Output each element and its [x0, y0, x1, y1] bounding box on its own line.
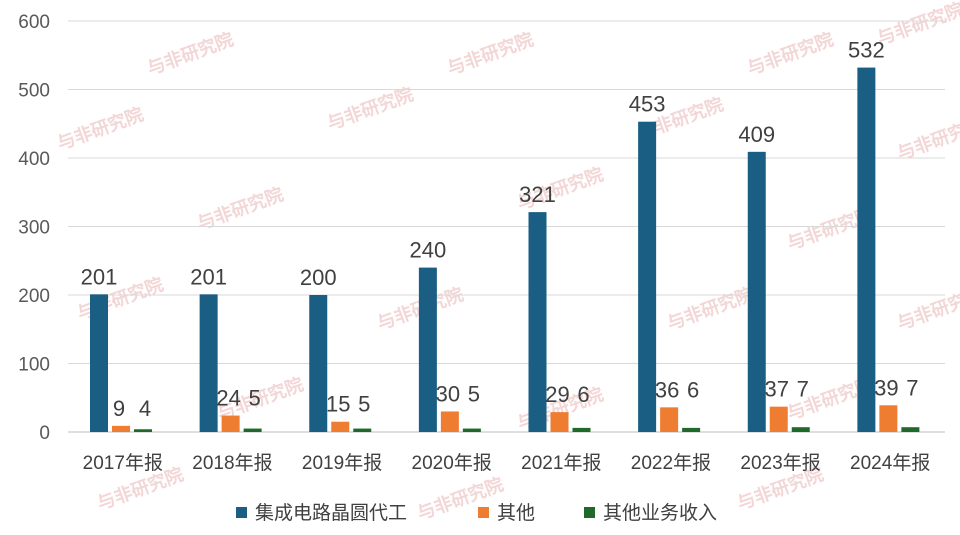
watermark-text: 与非研究院 — [144, 28, 236, 79]
bar — [791, 427, 810, 432]
watermark-text: 与非研究院 — [324, 83, 416, 134]
legend-label: 集成电路晶圆代工 — [255, 502, 407, 524]
bar — [682, 427, 701, 432]
data-label: 5 — [358, 392, 370, 417]
y-tick-label: 400 — [18, 149, 50, 170]
data-label: 409 — [738, 122, 775, 147]
bar — [243, 428, 262, 432]
bar — [660, 407, 679, 432]
data-label: 15 — [326, 392, 350, 417]
legend-swatch — [584, 507, 595, 518]
x-tick-label: 2020年报 — [412, 452, 492, 474]
x-tick-label: 2019年报 — [302, 452, 382, 474]
y-tick-label: 500 — [18, 81, 50, 102]
x-tick-label: 2024年报 — [850, 452, 930, 474]
watermark-text: 与非研究院 — [894, 113, 960, 164]
y-tick-label: 100 — [18, 355, 50, 376]
bar — [901, 427, 920, 432]
bars: 201 9 4 201 24 5 200 15 5 240 30 5 321 29 6 453 36 6 409 37… — [81, 38, 920, 432]
y-axis: 0 100 200 300 400 500 600 — [18, 12, 50, 444]
data-label: 5 — [249, 386, 261, 411]
bar — [134, 429, 152, 432]
x-axis: 2017年报 2018年报 2019年报 2020年报 2021年报 2022年报 2023… — [83, 452, 931, 474]
bar — [462, 428, 481, 432]
data-label: 7 — [797, 377, 809, 402]
watermark-text: 与非研究院 — [664, 283, 756, 334]
data-label: 36 — [655, 377, 679, 402]
y-tick-label: 600 — [18, 12, 50, 33]
data-label: 453 — [629, 92, 666, 117]
bar — [857, 67, 876, 432]
data-label: 5 — [468, 381, 480, 406]
bar — [221, 415, 240, 432]
bar — [528, 212, 547, 432]
watermark-text: 与非研究院 — [874, 0, 960, 49]
data-label: 200 — [300, 265, 337, 290]
data-label: 37 — [765, 377, 789, 402]
data-label: 201 — [190, 264, 227, 289]
data-label: 321 — [519, 182, 556, 207]
data-label: 29 — [545, 382, 569, 407]
bar — [90, 294, 108, 432]
data-label: 532 — [848, 38, 885, 63]
legend-label: 其他业务收入 — [603, 502, 717, 524]
y-tick-label: 300 — [18, 218, 50, 239]
data-label: 39 — [874, 375, 898, 400]
data-label: 201 — [81, 264, 118, 289]
watermark-text: 与非研究院 — [414, 473, 506, 524]
watermark-text: 与非研究院 — [444, 28, 536, 79]
bar — [418, 267, 437, 432]
watermark-text: 与非研究院 — [894, 283, 960, 334]
bar — [572, 427, 591, 432]
bar — [112, 425, 130, 432]
data-label: 24 — [216, 386, 240, 411]
bar — [353, 428, 372, 432]
watermark-text: 与非研究院 — [744, 28, 836, 79]
gridlines — [68, 20, 945, 433]
data-label: 6 — [577, 382, 589, 407]
watermark-text: 与非研究院 — [54, 103, 146, 154]
y-tick-label: 0 — [39, 423, 50, 444]
data-label: 6 — [687, 377, 699, 402]
bar — [199, 294, 218, 432]
bar — [550, 412, 569, 432]
data-label: 240 — [410, 238, 447, 263]
data-label: 9 — [113, 396, 125, 421]
bar — [638, 121, 657, 432]
legend-swatch — [236, 507, 247, 518]
legend-swatch — [478, 507, 489, 518]
bar — [440, 411, 459, 432]
bar — [747, 151, 766, 432]
x-tick-label: 2018年报 — [192, 452, 272, 474]
bar — [331, 421, 350, 432]
bar — [309, 295, 328, 432]
x-tick-label: 2021年报 — [521, 452, 601, 474]
bar — [769, 406, 788, 432]
legend-label: 其他 — [497, 502, 535, 524]
x-tick-label: 2022年报 — [631, 452, 711, 474]
x-tick-label: 2017年报 — [83, 452, 163, 474]
bar — [879, 405, 898, 432]
data-label: 7 — [906, 375, 918, 400]
data-label: 30 — [436, 381, 460, 406]
data-label: 4 — [139, 396, 151, 421]
x-tick-label: 2023年报 — [740, 452, 820, 474]
legend: 集成电路晶圆代工 其他 其他业务收入 — [236, 502, 717, 524]
y-tick-label: 200 — [18, 286, 50, 307]
